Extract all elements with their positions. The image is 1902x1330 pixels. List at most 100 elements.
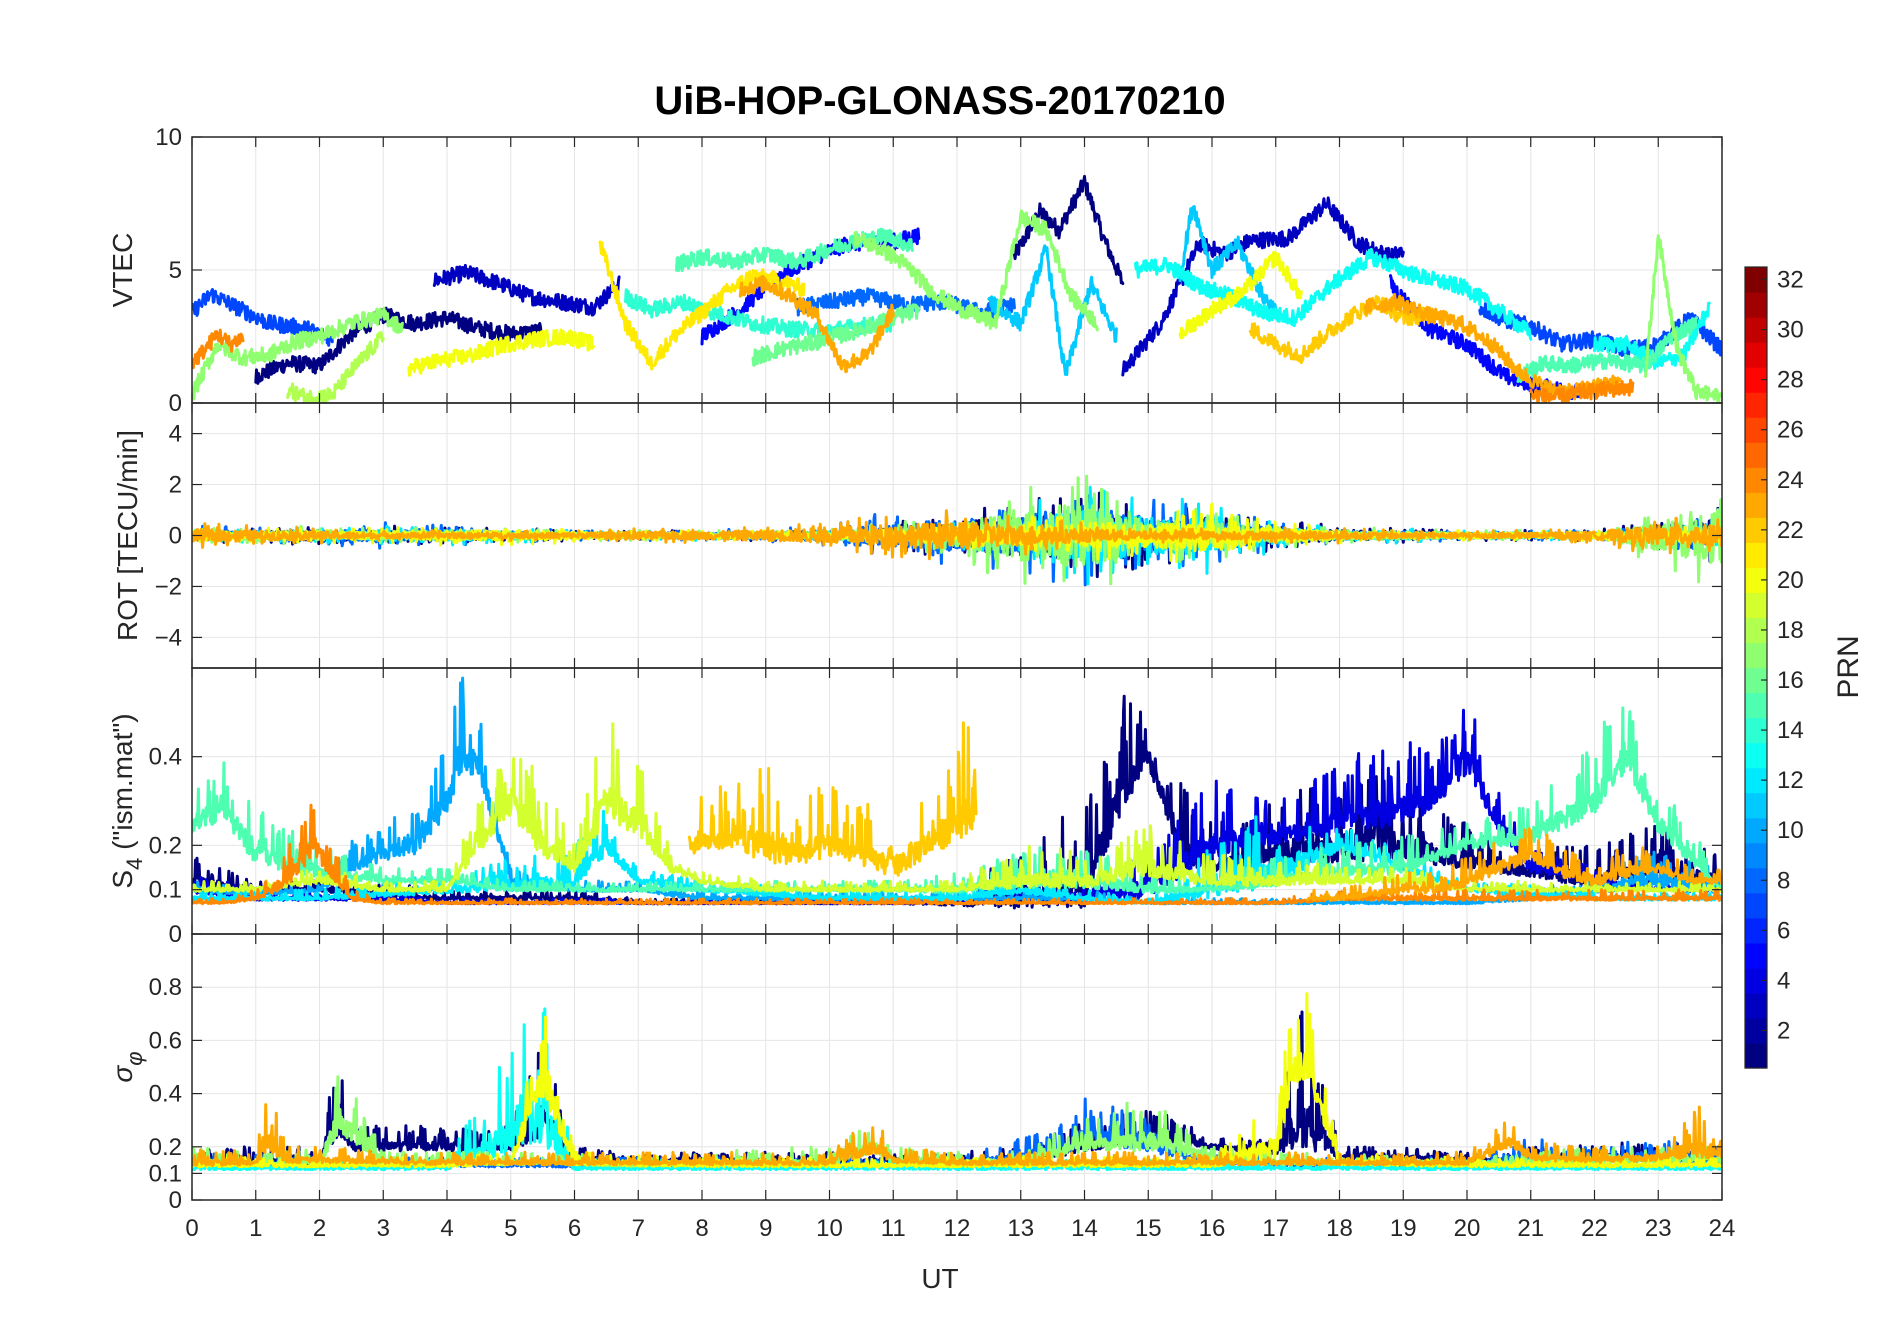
colorbar-swatch: [1745, 717, 1767, 744]
grid: [191, 934, 1723, 1201]
x-tick-label: 21: [1517, 1215, 1544, 1242]
panel-rot: −4 −2 0 2 4 ROT [TECU/min]: [112, 402, 1723, 669]
colorbar-swatch: [1745, 767, 1767, 794]
colorbar-swatch: [1745, 492, 1767, 518]
y-tick-label: −2: [155, 573, 182, 600]
colorbar-tick-label: 12: [1777, 767, 1804, 794]
colorbar-swatch: [1745, 267, 1767, 293]
x-tick-label: 1: [249, 1215, 262, 1242]
x-tick-label: 10: [816, 1215, 843, 1242]
x-tick-label: 6: [568, 1215, 581, 1242]
colorbar-swatch: [1745, 642, 1767, 669]
y-tick-label: 10: [155, 124, 182, 151]
colorbar-swatch: [1745, 467, 1767, 493]
colorbar-swatch: [1745, 617, 1767, 644]
y-tick-label: 4: [169, 421, 182, 448]
colorbar-swatch: [1745, 317, 1767, 343]
series-prn-11: [987, 244, 1118, 377]
colorbar-swatch: [1745, 567, 1767, 594]
colorbar-swatch: [1745, 942, 1767, 969]
series-prn-13: [1134, 247, 1533, 341]
y-ticks: 0 0.1 0.2 0.4: [149, 744, 1722, 948]
colorbar-swatch: [1745, 917, 1767, 944]
x-tick-label: 20: [1454, 1215, 1481, 1242]
series-prn-22: [1248, 295, 1431, 365]
colorbar-tick-label: 14: [1777, 717, 1804, 744]
colorbar-swatch: [1745, 667, 1767, 694]
colorbar-swatch: [1745, 867, 1767, 894]
series-prn-23: [1363, 293, 1622, 401]
colorbar-tick-label: 32: [1777, 267, 1804, 294]
y-tick-label: 0.1: [149, 1160, 182, 1187]
y-tick-label: 0.2: [149, 1134, 182, 1161]
colorbar-tick-label: 8: [1777, 867, 1790, 894]
x-tick-label: 9: [759, 1215, 772, 1242]
colorbar-tick-label: 4: [1777, 967, 1790, 994]
colorbar-tick-label: 22: [1777, 517, 1804, 544]
colorbar-swatch: [1745, 367, 1767, 393]
colorbar-tick-label: 28: [1777, 367, 1804, 394]
y-tick-label: 0.2: [149, 832, 182, 859]
y-tick-label: 0.1: [149, 877, 182, 904]
x-ticks: [191, 668, 1723, 934]
y-tick-label: 5: [169, 257, 182, 284]
colorbar-label: PRN: [1832, 635, 1865, 698]
series-prn-3: [432, 263, 621, 317]
colorbar-tick-label: 6: [1777, 917, 1790, 944]
y-axis-label: VTEC: [107, 233, 138, 308]
series-prn-24: [1529, 378, 1635, 403]
colorbar-tick-label: 2: [1777, 1017, 1790, 1044]
colorbar-tick-label: 16: [1777, 667, 1804, 694]
y-tick-label: 0.4: [149, 744, 182, 771]
series-prn-15: [192, 706, 1722, 895]
x-tick-label: 3: [377, 1215, 390, 1242]
x-tick-label: 15: [1135, 1215, 1162, 1242]
series-prn-20: [1178, 250, 1303, 340]
x-tick-label: 17: [1262, 1215, 1289, 1242]
series-prn-23: [192, 1103, 1722, 1168]
x-axis-label: UT: [921, 1263, 958, 1294]
colorbar-swatch: [1745, 342, 1767, 368]
colorbar-swatch: [1745, 292, 1767, 318]
colorbar-swatch: [1745, 417, 1767, 443]
chart-title: UiB-HOP-GLONASS-20170210: [654, 79, 1225, 123]
x-tick-label: 14: [1071, 1215, 1098, 1242]
panel-vtec: 0 5 10 VTEC: [107, 124, 1723, 417]
colorbar-swatch: [1745, 692, 1767, 719]
panel-s4: 0 0.1 0.2 0.4S4 ("ism.mat"): [107, 667, 1723, 948]
colorbar-tick-label: 20: [1777, 567, 1804, 594]
y-ticks: −4 −2 0 2 4: [155, 421, 1722, 651]
series-prn-15: [1516, 316, 1698, 383]
x-ticks: [191, 137, 1723, 403]
y-tick-label: 0.6: [149, 1027, 182, 1054]
colorbar-frame: [1744, 266, 1768, 1069]
series-prn-24: [192, 803, 1722, 906]
y-tick-label: 0: [169, 1187, 182, 1214]
colorbar-swatch: [1745, 842, 1767, 869]
x-tick-label: 11: [881, 1215, 906, 1242]
colorbar-swatch: [1745, 792, 1767, 819]
series-prn-17: [1644, 234, 1722, 403]
x-tick-label: 18: [1326, 1215, 1353, 1242]
traces: [192, 676, 1722, 910]
colorbar-swatch: [1745, 967, 1767, 994]
x-ticks: [191, 403, 1723, 668]
y-ticks: 0 5 10: [155, 124, 1722, 417]
colorbar-tick-label: 18: [1777, 617, 1804, 644]
y-tick-label: 0: [169, 921, 182, 948]
colorbar-swatch: [1745, 1042, 1767, 1069]
colorbar-swatch: [1745, 1017, 1767, 1044]
colorbar-tick-label: 30: [1777, 317, 1804, 344]
series-prn-11: [1178, 205, 1278, 316]
x-tick-label: 2: [313, 1215, 326, 1242]
series-prn-15: [675, 227, 914, 272]
series-prn-1: [254, 306, 545, 385]
series-prn-23: [738, 274, 895, 374]
y-tick-label: 2: [169, 472, 182, 499]
colorbar-swatch: [1745, 817, 1767, 844]
x-tick-label: 12: [944, 1215, 971, 1242]
series-prn-20: [407, 328, 596, 377]
